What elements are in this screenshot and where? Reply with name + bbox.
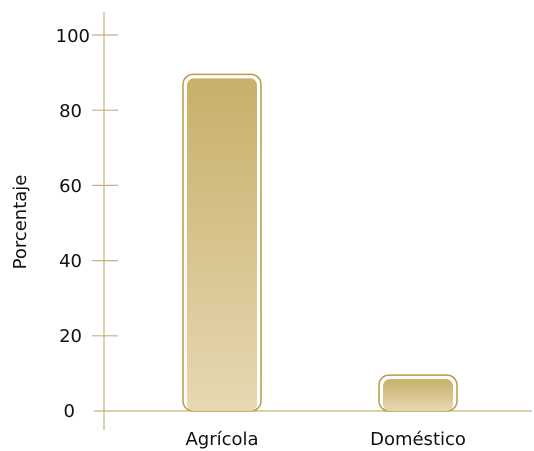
y-tick-label-100: 100 bbox=[56, 26, 90, 47]
bar-fill bbox=[187, 78, 257, 412]
y-tick-label-40: 40 bbox=[59, 251, 82, 272]
y-tick-label-80: 80 bbox=[59, 101, 82, 122]
x-category-label-domestico: Doméstico bbox=[370, 429, 466, 450]
bar-domestico bbox=[378, 374, 458, 412]
axes bbox=[92, 12, 532, 430]
bar-agricola bbox=[182, 73, 262, 412]
y-axis-title: Porcentaje bbox=[10, 175, 31, 270]
y-tick-label-0: 0 bbox=[64, 401, 75, 422]
y-tick-label-60: 60 bbox=[59, 176, 82, 197]
bar-fill bbox=[383, 379, 453, 411]
y-tick-label-20: 20 bbox=[59, 326, 82, 347]
x-category-label-agricola: Agrícola bbox=[185, 429, 258, 450]
bars bbox=[182, 73, 458, 412]
